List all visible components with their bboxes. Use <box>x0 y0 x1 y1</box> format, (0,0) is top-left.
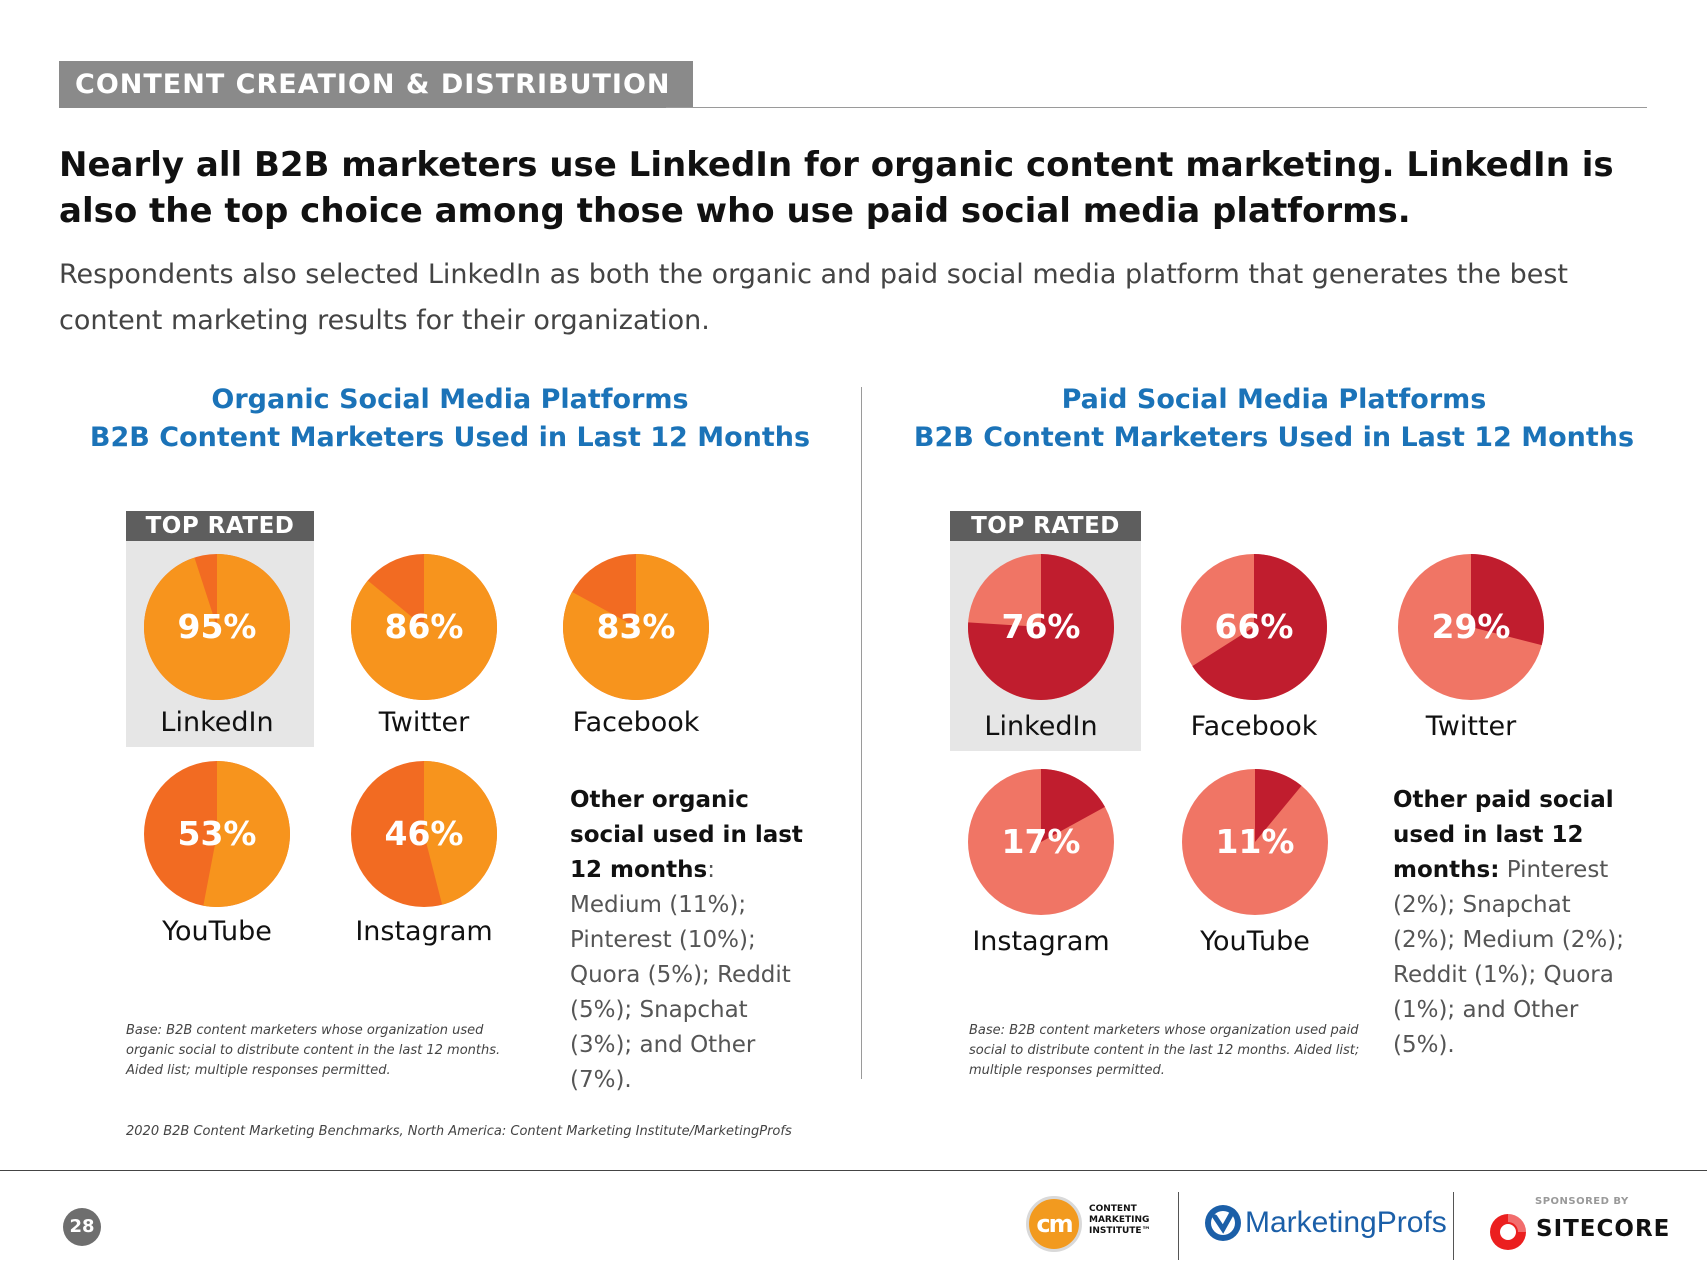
logo-separator <box>1453 1192 1454 1260</box>
cmi-wordmark-line: INSTITUTE™ <box>1089 1226 1151 1236</box>
paid-pie-linkedin: 76% <box>967 554 1114 701</box>
pie-slice-used <box>1192 554 1327 700</box>
pie-platform-label: LinkedIn <box>160 707 274 738</box>
footer-rule <box>0 1170 1707 1171</box>
source-note: 2020 B2B Content Marketing Benchmarks, N… <box>126 1124 792 1139</box>
pie-value-label: 11% <box>1216 822 1295 861</box>
section-rule <box>666 107 1647 108</box>
pie-platform-label: YouTube <box>1200 926 1310 957</box>
organic-other-list: : Medium (11%); Pinterest (10%); Quora (… <box>570 857 791 1093</box>
organic-title-line: Organic Social Media Platforms <box>211 384 689 415</box>
organic-pie-linkedin: 95% <box>143 554 290 700</box>
sitecore-wordmark: SITECORE <box>1536 1216 1671 1242</box>
paid-chart-title: Paid Social Media Platforms B2B Content … <box>880 381 1668 457</box>
pie-slice-used <box>424 761 498 905</box>
paid-pie-youtube: 11% <box>1182 769 1328 915</box>
pie-platform-label: Facebook <box>1190 711 1318 742</box>
paid-subtitle-line: B2B Content Marketers Used in Last 12 Mo… <box>913 422 1635 453</box>
paid-top-rated-label: TOP RATED <box>950 511 1141 541</box>
pie-platform-label: Facebook <box>572 707 700 738</box>
subhead: Respondents also selected LinkedIn as bo… <box>59 259 1569 336</box>
pie-platform-label: Twitter <box>378 707 470 738</box>
pie-platform-label: YouTube <box>162 916 272 947</box>
pie-platform-label: Instagram <box>355 916 493 947</box>
pie-slice-used <box>967 554 1114 701</box>
marketingprofs-wordmark: MarketingProfs <box>1245 1206 1447 1239</box>
pie-value-label: 17% <box>1002 822 1081 861</box>
page-number: 28 <box>63 1208 101 1246</box>
pie-value-label: 53% <box>178 814 257 853</box>
paid-title-line: Paid Social Media Platforms <box>1061 384 1487 415</box>
sitecore-icon <box>1490 1214 1526 1250</box>
pie-slice-used <box>143 554 290 700</box>
marketingprofs-icon <box>1205 1205 1241 1241</box>
paid-other-text: Other paid social used in last 12 months… <box>1393 783 1638 1063</box>
organic-top-rated-label: TOP RATED <box>126 511 314 541</box>
headline: Nearly all B2B marketers use LinkedIn fo… <box>59 145 1614 231</box>
organic-pie-instagram: 46% <box>351 761 498 907</box>
cmi-logo-icon: cm <box>1026 1196 1082 1252</box>
cmi-wordmark-line: MARKETING <box>1089 1215 1150 1225</box>
pie-slice-used <box>1471 554 1545 646</box>
organic-subtitle-line: B2B Content Marketers Used in Last 12 Mo… <box>89 422 811 453</box>
organic-chart-title: Organic Social Media Platforms B2B Conte… <box>60 381 840 457</box>
paid-base-note: Base: B2B content marketers whose organi… <box>969 1023 1360 1078</box>
organic-pie-youtube: 53% <box>144 761 290 907</box>
pie-slice-used <box>350 554 497 700</box>
cmi-logo-wordmark: CONTENT MARKETING INSTITUTE™ <box>1089 1204 1169 1237</box>
paid-pie-facebook: 66% <box>1181 554 1327 700</box>
cmi-wordmark-line: CONTENT <box>1089 1204 1137 1214</box>
organic-pie-facebook: 83% <box>562 554 709 701</box>
paid-pie-instagram: 17% <box>968 769 1114 915</box>
pie-slice-used <box>562 554 709 701</box>
pie-slice-used <box>203 761 290 907</box>
section-tag: CONTENT CREATION & DISTRIBUTION <box>59 61 693 108</box>
panel-divider <box>861 387 862 1079</box>
paid-other-list: Pinterest (2%); Snapchat (2%); Medium (2… <box>1393 857 1624 1058</box>
paid-pie-twitter: 29% <box>1398 554 1545 700</box>
pie-value-label: 83% <box>597 607 676 646</box>
pie-platform-label: Twitter <box>1425 711 1517 742</box>
organic-base-note: Base: B2B content marketers whose organi… <box>126 1023 501 1078</box>
pie-value-label: 95% <box>178 607 257 646</box>
pie-value-label: 46% <box>385 814 464 853</box>
sponsored-by-label: SPONSORED BY <box>1535 1196 1629 1207</box>
pie-platform-label: Instagram <box>972 926 1110 957</box>
pie-slice-used <box>1041 769 1105 842</box>
pie-charts: 95% 86% 83% 53% 46% 76% 66% 29% 17% 11% <box>143 554 1545 915</box>
pie-value-label: 86% <box>385 607 464 646</box>
organic-pie-twitter: 86% <box>350 554 497 700</box>
pie-value-label: 29% <box>1432 607 1511 646</box>
organic-other-heading: Other organic social used in last 12 mon… <box>570 787 803 883</box>
pie-slice-used <box>1255 769 1302 842</box>
logo-separator <box>1178 1192 1179 1260</box>
pie-value-label: 66% <box>1215 607 1294 646</box>
pie-platform-label: LinkedIn <box>984 711 1098 742</box>
pie-value-label: 76% <box>1002 607 1081 646</box>
organic-other-text: Other organic social used in last 12 mon… <box>570 783 805 1098</box>
paid-other-heading: Other paid social used in last 12 months… <box>1393 787 1614 883</box>
